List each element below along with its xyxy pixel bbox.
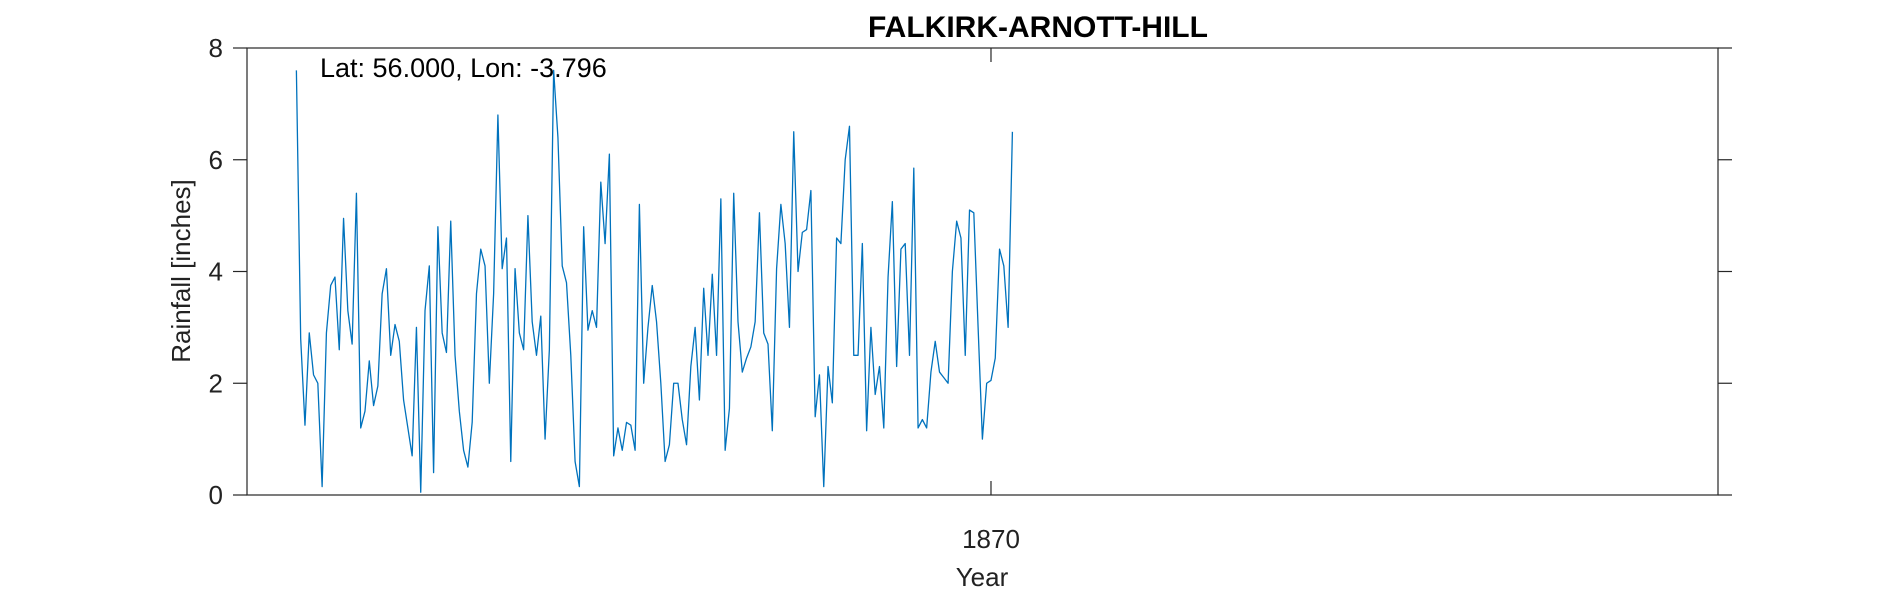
chart-title: FALKIRK-ARNOTT-HILL	[868, 11, 1208, 44]
location-annotation: Lat: 56.000, Lon: -3.796	[320, 53, 607, 83]
x-axis-ticks: 1870	[962, 48, 1020, 554]
y-axis-label: Rainfall [inches]	[166, 179, 196, 363]
y-tick-label: 0	[209, 480, 223, 510]
rainfall-series-line	[295, 69, 1014, 493]
y-axis-ticks: 0 2 4 6 8	[209, 33, 1732, 510]
y-tick-label: 8	[209, 33, 223, 63]
y-tick-label: 4	[209, 257, 223, 287]
x-tick-label: 1870	[962, 524, 1020, 554]
x-axis-label: Year	[956, 562, 1009, 591]
y-tick-label: 6	[209, 145, 223, 175]
y-tick-label: 2	[209, 368, 223, 398]
